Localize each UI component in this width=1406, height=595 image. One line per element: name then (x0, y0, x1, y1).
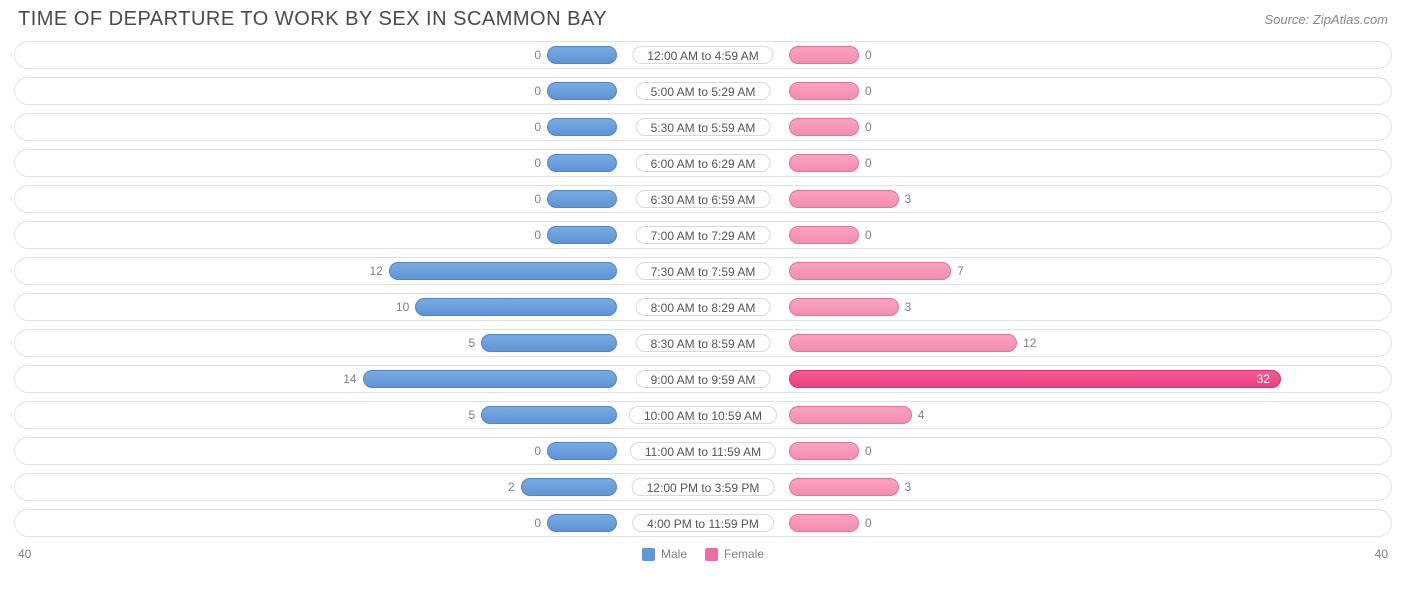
male-value: 0 (534, 114, 541, 140)
male-value: 0 (534, 438, 541, 464)
row-track: 12 7 7:30 AM to 7:59 AM (14, 257, 1392, 285)
legend-female-label: Female (724, 547, 764, 561)
legend-item-male: Male (642, 547, 687, 561)
male-value: 0 (534, 42, 541, 68)
female-bar (789, 262, 951, 280)
female-value: 3 (905, 186, 912, 212)
female-value: 12 (1023, 330, 1036, 356)
row-track: 14 32 9:00 AM to 9:59 AM (14, 365, 1392, 393)
category-label: 5:00 AM to 5:29 AM (636, 82, 771, 100)
female-bar (789, 190, 899, 208)
female-swatch-icon (705, 548, 718, 561)
female-bar (789, 442, 859, 460)
male-bar (547, 442, 617, 460)
row-track: 0 0 5:00 AM to 5:29 AM (14, 77, 1392, 105)
chart-area: 0 0 12:00 AM to 4:59 AM 0 0 5:00 AM to 5:29 A… (0, 41, 1406, 537)
axis-right-max: 40 (1375, 547, 1388, 561)
row-track: 0 0 7:00 AM to 7:29 AM (14, 221, 1392, 249)
female-bar (789, 226, 859, 244)
female-value: 4 (918, 402, 925, 428)
male-swatch-icon (642, 548, 655, 561)
male-value: 0 (534, 78, 541, 104)
row-track: 10 3 8:00 AM to 8:29 AM (14, 293, 1392, 321)
female-bar (789, 298, 899, 316)
chart-source: Source: ZipAtlas.com (1264, 12, 1388, 27)
category-label: 12:00 PM to 3:59 PM (632, 478, 775, 496)
male-value: 0 (534, 510, 541, 536)
female-value: 3 (905, 294, 912, 320)
male-bar (521, 478, 617, 496)
axis-left-max: 40 (18, 547, 31, 561)
category-label: 12:00 AM to 4:59 AM (632, 46, 773, 64)
female-bar (789, 514, 859, 532)
male-value: 14 (343, 366, 356, 392)
female-bar (789, 118, 859, 136)
male-value: 0 (534, 222, 541, 248)
chart-header: TIME OF DEPARTURE TO WORK BY SEX IN SCAM… (0, 0, 1406, 41)
legend-male-label: Male (661, 547, 687, 561)
male-value: 5 (468, 330, 475, 356)
row-track: 0 0 11:00 AM to 11:59 AM (14, 437, 1392, 465)
female-bar (789, 154, 859, 172)
chart-footer: 40 Male Female 40 (0, 545, 1406, 561)
male-bar (547, 118, 617, 136)
female-value: 0 (865, 150, 872, 176)
male-bar (363, 370, 617, 388)
female-bar (789, 46, 859, 64)
female-value: 0 (865, 114, 872, 140)
row-track: 0 0 4:00 PM to 11:59 PM (14, 509, 1392, 537)
category-label: 11:00 AM to 11:59 AM (630, 442, 776, 460)
male-value: 0 (534, 186, 541, 212)
male-bar (547, 226, 617, 244)
female-value: 0 (865, 78, 872, 104)
female-bar (789, 406, 912, 424)
row-track: 5 12 8:30 AM to 8:59 AM (14, 329, 1392, 357)
category-label: 6:30 AM to 6:59 AM (636, 190, 771, 208)
female-value: 0 (865, 222, 872, 248)
female-value: 0 (865, 438, 872, 464)
male-bar (547, 46, 617, 64)
male-value: 10 (396, 294, 409, 320)
male-bar (547, 514, 617, 532)
category-label: 8:00 AM to 8:29 AM (636, 298, 771, 316)
male-bar (547, 82, 617, 100)
female-value: 32 (1257, 366, 1270, 392)
female-bar (789, 82, 859, 100)
male-bar (389, 262, 617, 280)
female-value: 3 (905, 474, 912, 500)
row-track: 0 0 6:00 AM to 6:29 AM (14, 149, 1392, 177)
row-track: 0 3 6:30 AM to 6:59 AM (14, 185, 1392, 213)
category-label: 4:00 PM to 11:59 PM (632, 514, 774, 532)
row-track: 0 0 12:00 AM to 4:59 AM (14, 41, 1392, 69)
category-label: 10:00 AM to 10:59 AM (629, 406, 777, 424)
female-value: 0 (865, 510, 872, 536)
male-bar (415, 298, 617, 316)
row-track: 0 0 5:30 AM to 5:59 AM (14, 113, 1392, 141)
male-bar (481, 334, 617, 352)
male-value: 2 (508, 474, 515, 500)
male-value: 5 (468, 402, 475, 428)
category-label: 7:00 AM to 7:29 AM (636, 226, 771, 244)
female-bar (789, 370, 1281, 388)
chart-title: TIME OF DEPARTURE TO WORK BY SEX IN SCAM… (18, 8, 607, 31)
female-value: 0 (865, 42, 872, 68)
category-label: 9:00 AM to 9:59 AM (636, 370, 771, 388)
row-track: 2 3 12:00 PM to 3:59 PM (14, 473, 1392, 501)
male-value: 12 (370, 258, 383, 284)
category-label: 6:00 AM to 6:29 AM (636, 154, 771, 172)
row-track: 5 4 10:00 AM to 10:59 AM (14, 401, 1392, 429)
female-bar (789, 334, 1017, 352)
legend-item-female: Female (705, 547, 764, 561)
female-value: 7 (957, 258, 964, 284)
category-label: 7:30 AM to 7:59 AM (636, 262, 771, 280)
category-label: 5:30 AM to 5:59 AM (636, 118, 771, 136)
legend: Male Female (642, 547, 764, 561)
male-bar (547, 154, 617, 172)
male-value: 0 (534, 150, 541, 176)
male-bar (547, 190, 617, 208)
female-bar (789, 478, 899, 496)
male-bar (481, 406, 617, 424)
category-label: 8:30 AM to 8:59 AM (636, 334, 771, 352)
